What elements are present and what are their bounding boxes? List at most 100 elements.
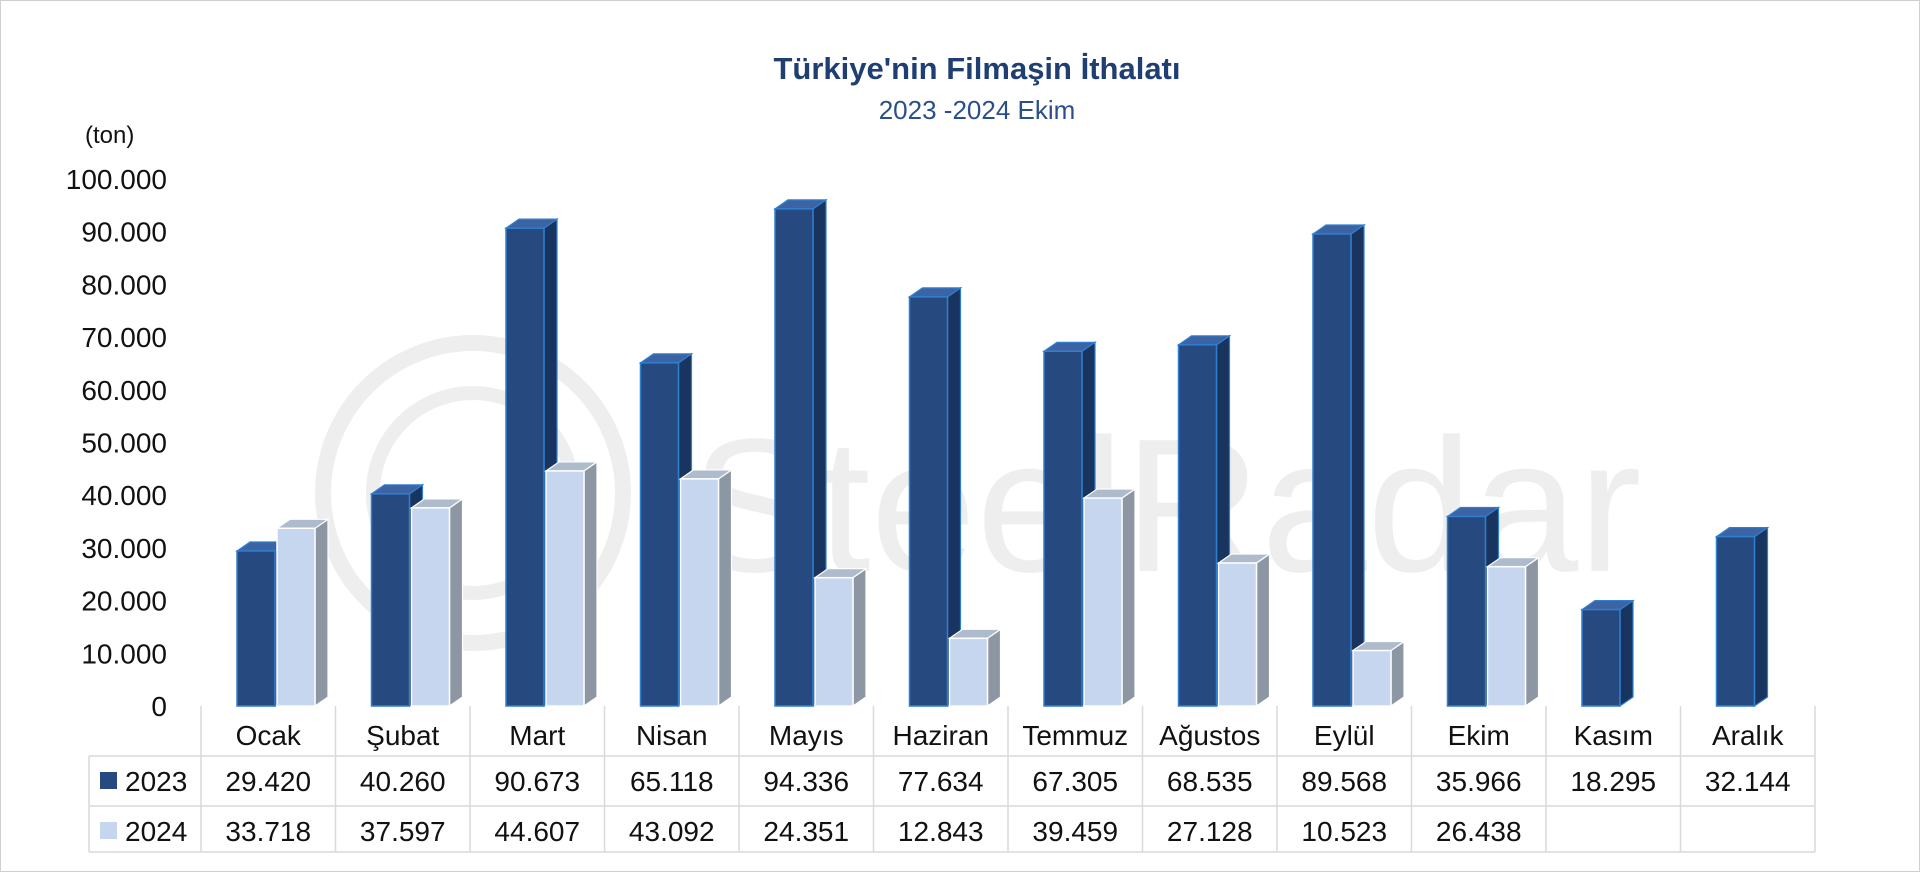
y-tick-label: 80.000 — [81, 269, 167, 300]
legend-label-2024: 2024 — [125, 816, 187, 847]
bar-front — [1043, 350, 1083, 707]
bar-front — [639, 362, 680, 707]
category-label: Kasım — [1574, 720, 1653, 751]
chart-subtitle: 2023 -2024 Ekim — [879, 95, 1076, 125]
bar-front — [1312, 233, 1352, 707]
bar-side — [1350, 223, 1365, 708]
bar-front — [276, 527, 316, 707]
data-label: 32.144 — [1705, 766, 1791, 797]
data-label: 90.673 — [494, 766, 580, 797]
data-label: 68.535 — [1167, 766, 1253, 797]
bar-front — [908, 296, 949, 707]
bar-2024-4 — [813, 567, 868, 708]
bar-2023-10 — [1580, 599, 1635, 708]
category-label: Nisan — [636, 720, 708, 751]
data-label: 33.718 — [225, 816, 311, 847]
y-tick-label: 20.000 — [81, 586, 167, 617]
bar-2024-5 — [947, 628, 1003, 708]
bar-2024-7 — [1216, 552, 1272, 708]
bar-front — [1217, 562, 1258, 707]
data-label: 89.568 — [1301, 766, 1387, 797]
data-label: 77.634 — [898, 766, 984, 797]
data-label: 43.092 — [629, 816, 715, 847]
data-label: 94.336 — [763, 766, 849, 797]
bar-side — [986, 628, 1002, 708]
bar-2024-8 — [1351, 640, 1406, 708]
legend-key-2023 — [100, 772, 117, 789]
category-label: Ağustos — [1159, 720, 1260, 751]
data-label: 26.438 — [1436, 816, 1522, 847]
bar-2024-6 — [1082, 487, 1137, 708]
y-tick-label: 30.000 — [81, 533, 167, 564]
y-tick-label: 70.000 — [81, 322, 167, 353]
data-label: 39.459 — [1032, 816, 1118, 847]
bar-front — [410, 507, 451, 707]
bar-front — [1715, 535, 1756, 707]
bar-front — [1446, 515, 1487, 707]
category-label: Haziran — [893, 720, 989, 751]
bar-front — [236, 550, 276, 707]
data-table: Ocak Şubat Mart Nisan Mayıs Haziran Temmuz Ağus… — [88, 706, 1816, 853]
bar-front — [1177, 344, 1218, 707]
bar-front — [948, 637, 989, 707]
category-label: Mayıs — [769, 720, 844, 751]
y-axis-ticks: 0 10.000 20.000 30.000 40.000 50.000 60.000 70.… — [66, 164, 167, 722]
y-tick-label: 90.000 — [81, 217, 167, 248]
category-label: Mart — [509, 720, 565, 751]
chart-title: Türkiye'nin Filmaşin İthalatı — [773, 51, 1180, 86]
bar-front — [1486, 565, 1527, 707]
data-label: 44.607 — [494, 816, 580, 847]
bar-2024-9 — [1485, 556, 1541, 708]
bar-side — [314, 518, 329, 708]
category-label: Ocak — [236, 720, 302, 751]
data-label: 18.295 — [1570, 766, 1656, 797]
category-label: Ekim — [1448, 720, 1510, 751]
category-label: Şubat — [366, 720, 439, 751]
bar-front — [679, 478, 720, 707]
bar-side — [583, 460, 598, 708]
y-tick-label: 40.000 — [81, 480, 167, 511]
bar-side — [1121, 487, 1136, 708]
bar-2024-2 — [544, 460, 599, 708]
data-label: 24.351 — [763, 816, 849, 847]
bar-2024-3 — [678, 468, 734, 708]
category-label: Eylül — [1314, 720, 1375, 751]
y-tick-label: 60.000 — [81, 375, 167, 406]
bar-2024-0 — [275, 518, 330, 708]
bar-front — [1083, 497, 1123, 707]
data-label: 37.597 — [360, 816, 446, 847]
category-label: Aralık — [1712, 720, 1785, 751]
y-tick-label: 10.000 — [81, 638, 167, 669]
data-label: 27.128 — [1167, 816, 1253, 847]
data-label: 29.420 — [225, 766, 311, 797]
bar-side — [1619, 599, 1634, 708]
bar-front — [1581, 608, 1621, 707]
bar-front — [774, 208, 814, 707]
legend-key-2024 — [100, 822, 117, 839]
watermark-ring-outer — [315, 335, 631, 651]
bar-front — [505, 227, 545, 707]
bar-2023-8 — [1311, 223, 1366, 708]
bar-side — [852, 567, 867, 708]
data-label: 12.843 — [898, 816, 984, 847]
data-label: 67.305 — [1032, 766, 1118, 797]
data-label: 10.523 — [1301, 816, 1387, 847]
bar-side — [1255, 552, 1271, 708]
bar-2024-1 — [409, 497, 465, 708]
bar-front — [1352, 649, 1392, 707]
bar-side — [1390, 640, 1405, 708]
data-label: 65.118 — [630, 766, 714, 797]
bar-side — [717, 468, 733, 708]
bar-side — [1753, 526, 1769, 708]
bar-front — [370, 493, 411, 707]
bar-side — [1524, 556, 1540, 708]
bars — [235, 198, 1770, 708]
bar-front — [545, 470, 585, 707]
bar-2023-11 — [1714, 526, 1770, 708]
y-tick-label: 100.000 — [66, 164, 167, 195]
legend-label-2023: 2023 — [125, 766, 187, 797]
data-label: 35.966 — [1436, 766, 1522, 797]
bar-side — [448, 497, 464, 708]
